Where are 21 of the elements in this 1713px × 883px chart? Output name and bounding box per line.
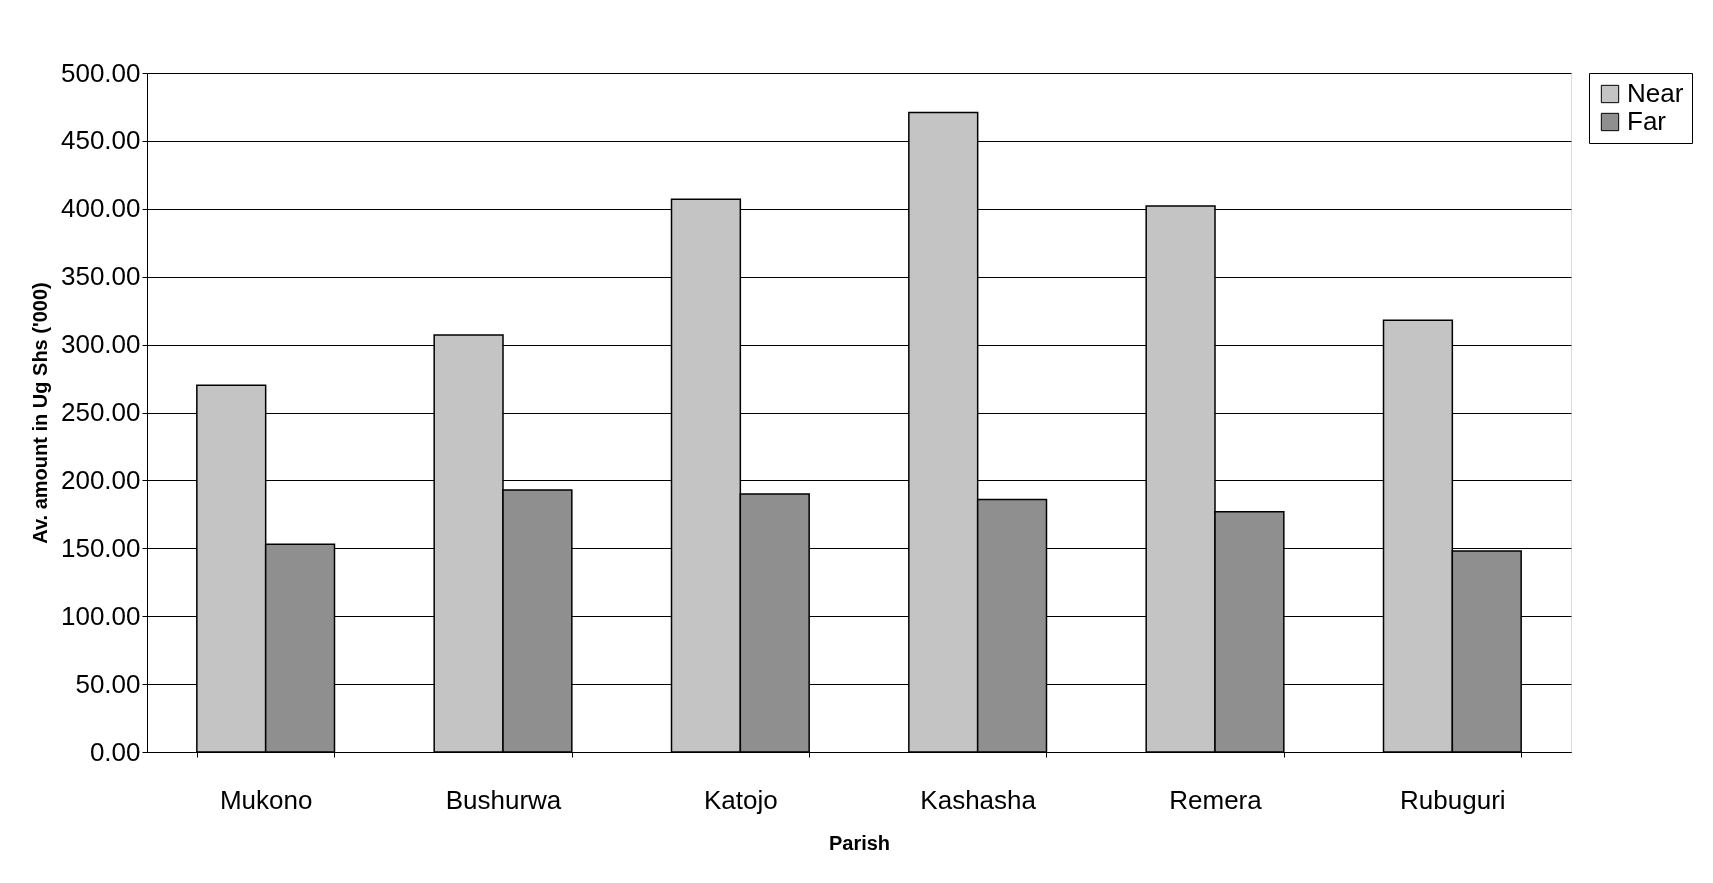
legend-label: Near bbox=[1627, 78, 1684, 108]
legend-label: Far bbox=[1627, 106, 1667, 136]
x-axis-title: Parish bbox=[828, 831, 891, 854]
y-tick-label: 100.00 bbox=[60, 600, 141, 631]
y-tick-label: 200.00 bbox=[60, 464, 141, 495]
y-tick-label: 0.00 bbox=[89, 736, 141, 767]
y-tick-label: 150.00 bbox=[60, 532, 141, 563]
y-tick-label: 300.00 bbox=[60, 329, 141, 360]
y-axis-title: Av. amount in Ug Shs ('000) bbox=[28, 282, 51, 544]
y-tick-label: 50.00 bbox=[75, 668, 141, 699]
x-tick-label: Bushurwa bbox=[445, 784, 562, 815]
x-tick-label: Rubuguri bbox=[1400, 784, 1506, 815]
y-tick-label: 250.00 bbox=[60, 397, 141, 427]
x-tick-label: Katojo bbox=[703, 784, 778, 815]
y-tick-label: 450.00 bbox=[60, 125, 141, 156]
y-tick-label: 400.00 bbox=[60, 193, 141, 224]
y-tick-label: 350.00 bbox=[60, 261, 141, 292]
x-tick-label: Remera bbox=[1169, 784, 1263, 815]
y-tick-label: 500.00 bbox=[60, 57, 141, 88]
x-tick-label: Mukono bbox=[219, 784, 313, 815]
x-tick-label: Kashasha bbox=[920, 784, 1037, 815]
